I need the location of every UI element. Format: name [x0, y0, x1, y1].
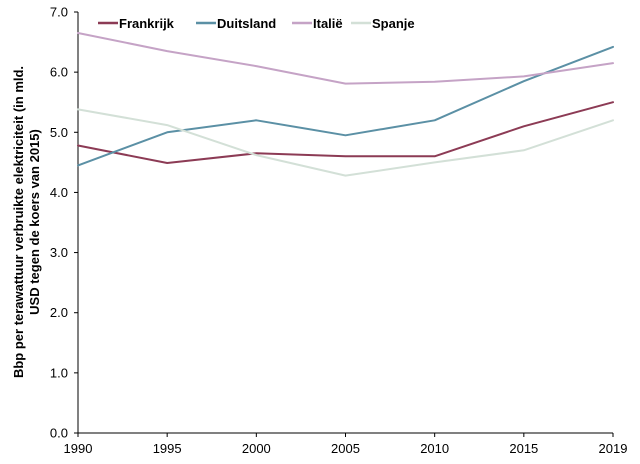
legend-entry: Frankrijk [119, 16, 175, 31]
legend-entry: Italië [313, 16, 343, 31]
legend: Frankrijk Duitsland Italië Spanje [98, 16, 415, 31]
series-line-frankrijk [77, 101, 614, 164]
legend-entry: Spanje [372, 16, 415, 31]
x-tick-label: 1995 [153, 441, 182, 456]
x-tick-label: 2015 [509, 441, 538, 456]
y-axis-label-line: USD tegen de koers van 2015) [27, 129, 42, 315]
y-tick-label: 3.0 [50, 245, 68, 260]
y-tick-label: 0.0 [50, 426, 68, 441]
y-tick-label: 5.0 [50, 125, 68, 140]
x-tick-label: 1990 [64, 441, 93, 456]
y-tick-label: 7.0 [50, 5, 68, 20]
series-line-spanje [77, 108, 614, 177]
y-tick-label: 6.0 [50, 65, 68, 80]
y-tick-label: 2.0 [50, 305, 68, 320]
y-axis-label: Bbp per terawattuur verbruikte elektrici… [11, 66, 42, 378]
x-tick-label: 2000 [242, 441, 271, 456]
x-tick-label: 2019 [599, 441, 628, 456]
series-group [77, 32, 614, 177]
axes: 0.0 1.0 2.0 3.0 4.0 5.0 6.0 7.0 1990 1995 2000 2005… [50, 5, 628, 457]
series-line-duitsland [77, 45, 614, 167]
y-tick-label: 1.0 [50, 365, 68, 380]
series-line-italië [77, 32, 614, 85]
y-tick-label: 4.0 [50, 185, 68, 200]
y-axis-label-line: Bbp per terawattuur verbruikte elektrici… [11, 66, 26, 378]
x-tick-label: 2010 [420, 441, 449, 456]
x-tick-label: 2005 [331, 441, 360, 456]
legend-entry: Duitsland [217, 16, 276, 31]
